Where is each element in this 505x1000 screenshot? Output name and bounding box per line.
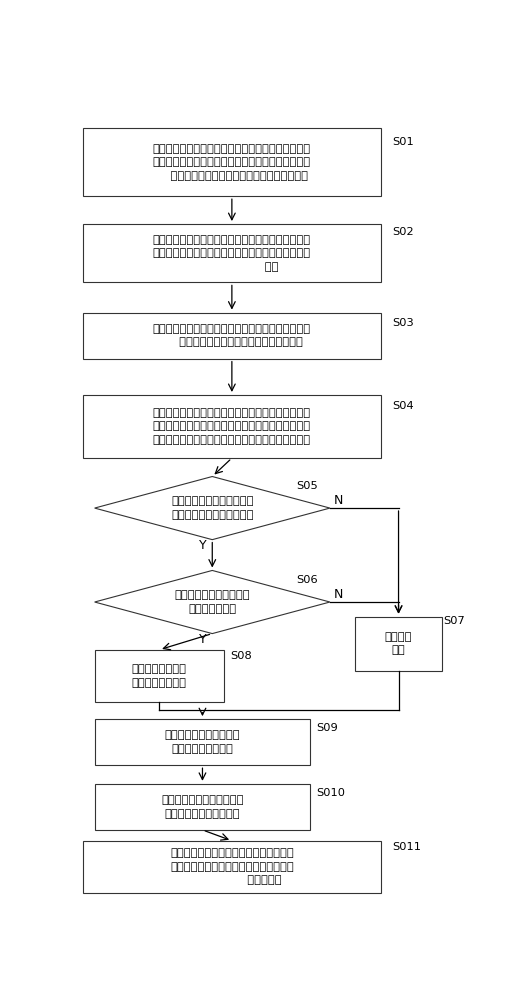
Text: 管理人员登录移动通信终端的考勤客户端或浏览器，
设置对员工的考勤要求并将其发送到云端服务器进行
                      存储: 管理人员登录移动通信终端的考勤客户端或浏览器， 设置对员工的考勤要求并将其发送到…	[153, 235, 311, 272]
Text: 管理人员输入其工号和密码
，选择管理考勤信息功能: 管理人员输入其工号和密码 ，选择管理考勤信息功能	[161, 795, 243, 819]
Text: 将查看、下载或统计考勤信息的管理指令
发送给云端服务器，并使云端服务器执行
                  相应的操作: 将查看、下载或统计考勤信息的管理指令 发送给云端服务器，并使云端服务器执行 相应…	[170, 848, 293, 886]
FancyBboxPatch shape	[94, 784, 310, 830]
Text: S06: S06	[296, 575, 318, 585]
Text: 断定考勤
异常: 断定考勤 异常	[384, 632, 412, 655]
Polygon shape	[94, 477, 329, 540]
Text: 判断当前地理时间信息是
否符合考勤要求: 判断当前地理时间信息是 否符合考勤要求	[174, 590, 249, 614]
FancyBboxPatch shape	[83, 128, 380, 196]
FancyBboxPatch shape	[94, 650, 224, 702]
Text: S08: S08	[229, 651, 251, 661]
FancyBboxPatch shape	[355, 617, 441, 671]
Text: S010: S010	[316, 788, 344, 798]
Text: S02: S02	[392, 227, 414, 237]
Text: S05: S05	[296, 481, 318, 491]
Text: S011: S011	[392, 842, 421, 852]
Text: 对人脸特征信息和当前地理时间信息进行处理，并将
得到的考勤信息发送到云端服务器，在云端服务器中
将考勤信息与预先注册的人脸特征信息一一进行比较: 对人脸特征信息和当前地理时间信息进行处理，并将 得到的考勤信息发送到云端服务器，…	[153, 408, 311, 445]
Text: S03: S03	[392, 318, 414, 328]
FancyBboxPatch shape	[83, 312, 380, 359]
FancyBboxPatch shape	[94, 719, 310, 765]
Text: S09: S09	[316, 723, 337, 733]
Text: 采集员工的人脸生物特征信息，并将其压缩后得到人
     脸特征信息，同时获取当前地理时间信息: 采集员工的人脸生物特征信息，并将其压缩后得到人 脸特征信息，同时获取当前地理时间…	[153, 324, 311, 347]
Text: 员工登录移动通信终端的考勤客户端或浏览器，移动
通信终端采集员工的人脸生物特征信息，并将其压缩
    后得到的注册信息发送给云端服务器进行存储: 员工登录移动通信终端的考勤客户端或浏览器，移动 通信终端采集员工的人脸生物特征信…	[153, 144, 311, 181]
Text: 断定考勤正常，并
记录相关考勤信息: 断定考勤正常，并 记录相关考勤信息	[132, 664, 186, 688]
FancyBboxPatch shape	[83, 224, 380, 282]
Text: S04: S04	[392, 401, 414, 411]
Text: N: N	[333, 494, 342, 507]
Text: S07: S07	[442, 615, 464, 626]
Text: Y: Y	[198, 539, 206, 552]
FancyBboxPatch shape	[83, 841, 380, 893]
Text: N: N	[333, 588, 342, 601]
Text: 管理人员登录移动通信终
端的客户端或浏览器: 管理人员登录移动通信终 端的客户端或浏览器	[164, 730, 240, 754]
FancyBboxPatch shape	[83, 395, 380, 458]
Text: S01: S01	[392, 137, 414, 147]
Text: Y: Y	[198, 633, 206, 646]
Polygon shape	[94, 570, 329, 634]
Text: 判断考勤信息与预先注册的
人脸生物特征信息是否匹配: 判断考勤信息与预先注册的 人脸生物特征信息是否匹配	[171, 496, 253, 520]
